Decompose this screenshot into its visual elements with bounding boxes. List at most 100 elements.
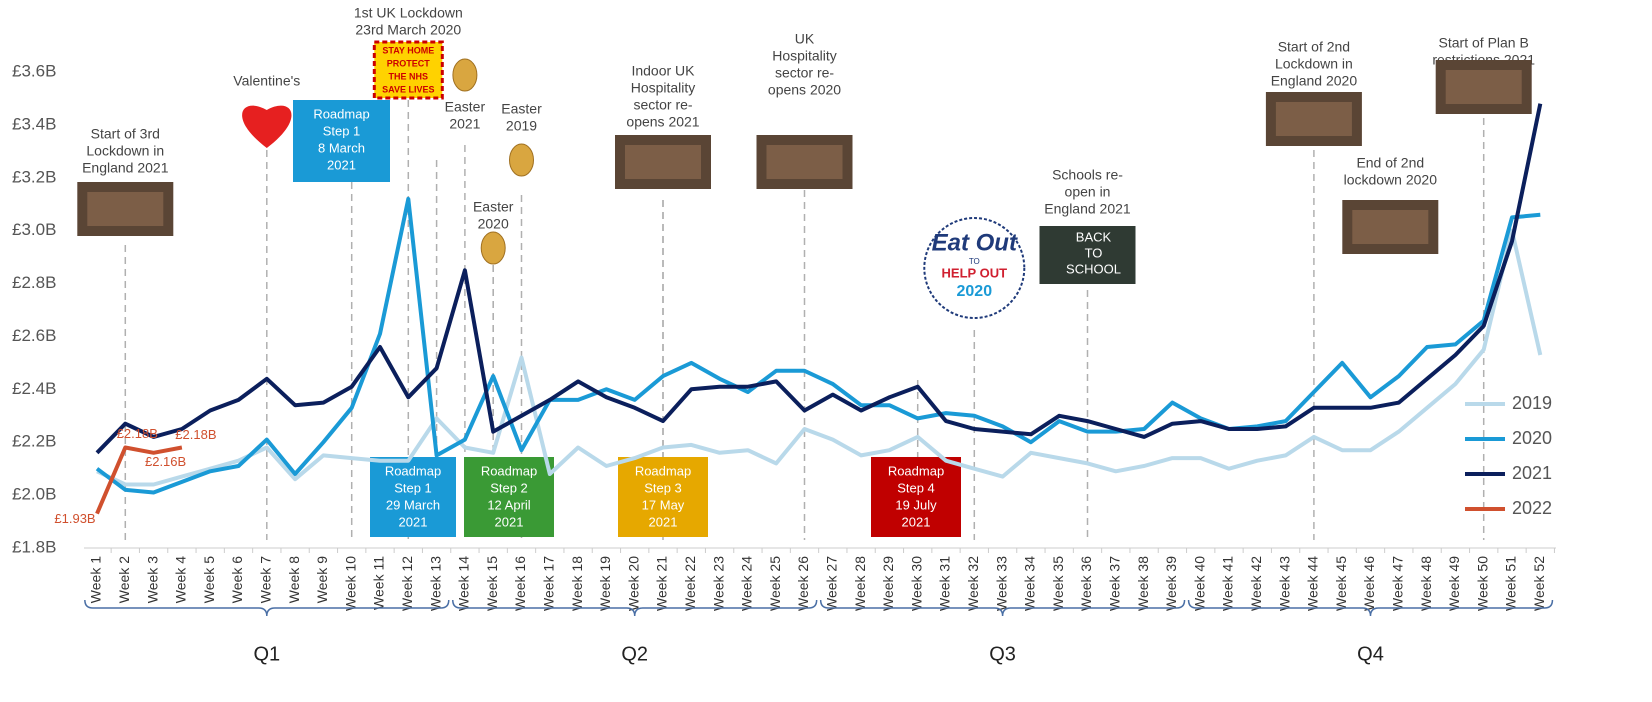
annotation-text: opens 2021: [626, 114, 699, 130]
series-line: [97, 199, 1540, 493]
x-tick-label: Week 51: [1503, 556, 1519, 611]
x-tick-label: Week 13: [427, 556, 443, 611]
roadmap-text: 2021: [327, 157, 356, 172]
annotation-text: Hospitality: [631, 80, 696, 96]
annotation-text: sector re-: [775, 65, 834, 81]
x-tick-label: Week 30: [908, 556, 924, 611]
roadmap-text: Step 4: [897, 480, 935, 495]
roadmap-text: 2021: [649, 514, 678, 529]
annotation-text: Schools re-: [1052, 167, 1123, 183]
x-tick-label: Week 39: [1163, 556, 1179, 611]
x-tick-label: Week 18: [569, 556, 585, 611]
annotation-text: Lockdown in: [1275, 56, 1353, 72]
y-tick-label: £2.0B: [12, 485, 56, 504]
quarter-label: Q1: [253, 643, 280, 665]
x-tick-label: Week 47: [1390, 556, 1406, 611]
x-tick-label: Week 5: [201, 556, 217, 603]
roadmap-text: Roadmap: [635, 463, 691, 478]
sign-text: PROTECT: [387, 58, 431, 68]
annotation-text: Lockdown in: [86, 143, 164, 159]
roadmap-text: 19 July: [895, 497, 937, 512]
annotation-text: 2019: [506, 118, 537, 134]
sign-text: THE NHS: [389, 71, 429, 81]
school-text: TO: [1085, 245, 1103, 260]
photo-detail: [767, 145, 843, 179]
annotation-text: Start of Plan B: [1439, 35, 1529, 51]
annotation-text: 2020: [478, 216, 509, 232]
eat-out-text: HELP OUT: [942, 265, 1008, 280]
annotation-text: Start of 3rd: [91, 126, 160, 142]
photo-detail: [1276, 102, 1352, 136]
x-tick-label: Week 35: [1050, 556, 1066, 611]
annotation-text: open in: [1065, 184, 1111, 200]
y-tick-label: £2.2B: [12, 432, 56, 451]
egg-icon: [510, 144, 534, 176]
roadmap-text: 12 April: [487, 497, 530, 512]
roadmap-text: Step 1: [323, 123, 361, 138]
annotation-text: opens 2020: [768, 82, 841, 98]
roadmap-text: Roadmap: [481, 463, 537, 478]
x-tick-label: Week 15: [484, 556, 500, 611]
annotation-text: Easter: [473, 199, 514, 215]
x-tick-label: Week 52: [1531, 556, 1547, 611]
roadmap-text: 2021: [902, 514, 931, 529]
x-tick-label: Week 23: [710, 556, 726, 611]
x-tick-label: Week 22: [682, 556, 698, 611]
quarter-label: Q2: [621, 643, 648, 665]
annotation-text: sector re-: [633, 97, 692, 113]
photo-detail: [1352, 210, 1428, 244]
x-tick-label: Week 50: [1474, 556, 1490, 611]
x-tick-label: Week 11: [371, 556, 387, 610]
quarter-label: Q3: [989, 643, 1016, 665]
legend-label: 2021: [1512, 463, 1552, 483]
annotation-text: End of 2nd: [1356, 155, 1424, 171]
roadmap-text: 17 May: [642, 497, 685, 512]
x-tick-label: Week 46: [1361, 556, 1377, 611]
y-tick-label: £3.0B: [12, 220, 56, 239]
x-tick-label: Week 16: [512, 556, 528, 611]
x-tick-label: Week 40: [1191, 556, 1207, 611]
annotation-text: 2021: [449, 116, 480, 132]
x-tick-label: Week 2: [116, 556, 132, 603]
eat-out-text: Eat Out: [932, 229, 1018, 256]
roadmap-text: 8 March: [318, 140, 365, 155]
x-tick-label: Week 44: [1305, 556, 1321, 611]
value-label: £2.16B: [145, 454, 186, 469]
annotation-text: UK: [795, 31, 815, 47]
sign-text: SAVE LIVES: [382, 84, 434, 94]
sign-text: STAY HOME: [382, 45, 434, 55]
x-tick-label: Week 45: [1333, 556, 1349, 611]
eat-out-text: 2020: [957, 283, 993, 300]
x-tick-label: Week 9: [314, 556, 330, 603]
quarter-label: Q4: [1357, 643, 1384, 665]
annotation-text: Start of 2nd: [1278, 39, 1350, 55]
x-tick-label: Week 4: [173, 556, 189, 603]
y-tick-label: £2.4B: [12, 379, 56, 398]
x-tick-label: Week 19: [597, 556, 613, 611]
x-tick-label: Week 3: [144, 556, 160, 603]
x-tick-label: Week 37: [1107, 556, 1123, 611]
x-tick-label: Week 32: [965, 556, 981, 611]
x-tick-label: Week 24: [739, 556, 755, 611]
x-tick-label: Week 25: [767, 556, 783, 611]
x-tick-label: Week 8: [286, 556, 302, 603]
x-tick-label: Week 1: [88, 556, 104, 603]
x-tick-label: Week 28: [852, 556, 868, 611]
x-tick-label: Week 29: [880, 556, 896, 611]
annotation-text: Hospitality: [772, 48, 837, 64]
photo-detail: [625, 145, 701, 179]
x-tick-label: Week 6: [229, 556, 245, 603]
x-tick-label: Week 33: [993, 556, 1009, 611]
roadmap-text: 29 March: [386, 497, 440, 512]
annotation-text: Easter: [501, 101, 542, 117]
roadmap-text: Step 2: [490, 480, 528, 495]
photo-detail: [87, 192, 163, 226]
x-tick-label: Week 17: [541, 556, 557, 611]
x-tick-label: Week 14: [456, 556, 472, 611]
value-label: £2.18B: [175, 427, 216, 442]
photo-detail: [1446, 70, 1522, 104]
chart: £1.8B£2.0B£2.2B£2.4B£2.6B£2.8B£3.0B£3.2B…: [0, 0, 1652, 702]
x-tick-label: Week 21: [654, 556, 670, 611]
series-line: [97, 231, 1540, 485]
x-tick-label: Week 20: [625, 556, 641, 611]
